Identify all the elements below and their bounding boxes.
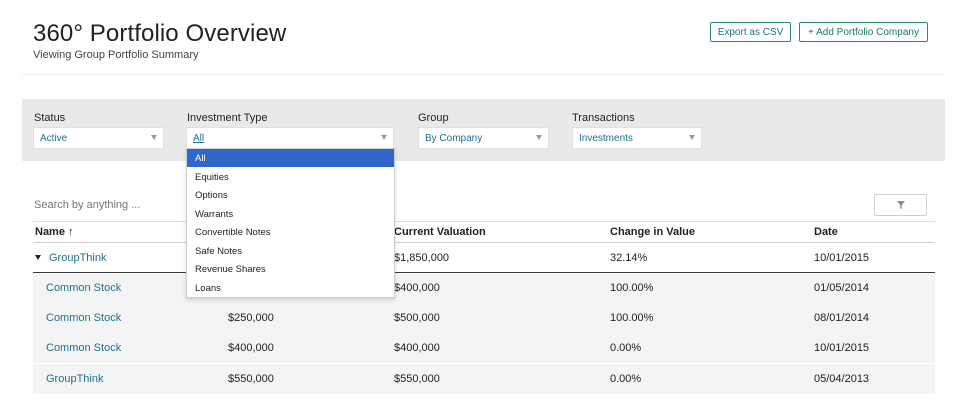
table-row: Common Stock $250,000 $500,000 100.00% 0… bbox=[33, 303, 935, 333]
status-select[interactable]: Active bbox=[33, 127, 164, 149]
page-subtitle: Viewing Group Portfolio Summary bbox=[33, 49, 199, 61]
export-csv-button[interactable]: Export as CSV bbox=[710, 22, 791, 42]
row-name-link[interactable]: Common Stock bbox=[46, 282, 122, 294]
caret-down-icon[interactable] bbox=[35, 255, 41, 260]
status-select-value: Active bbox=[40, 132, 68, 144]
investment-type-select-value: All bbox=[193, 132, 205, 144]
row-cost: $550,000 bbox=[228, 373, 274, 385]
dropdown-option-all[interactable]: All bbox=[187, 149, 394, 167]
dropdown-option-warrants[interactable]: Warrants bbox=[195, 208, 234, 220]
row-cost: $400,000 bbox=[228, 342, 274, 354]
row-name-link[interactable]: Common Stock bbox=[46, 342, 122, 354]
group-select[interactable]: By Company bbox=[418, 127, 549, 149]
row-change-in-value: 0.00% bbox=[610, 373, 642, 385]
chevron-down-icon bbox=[536, 135, 542, 140]
row-date: 08/01/2014 bbox=[814, 312, 870, 324]
table-top-divider bbox=[33, 221, 935, 222]
column-header-current-valuation[interactable]: Current Valuation bbox=[394, 226, 486, 238]
investment-type-filter-label: Investment Type bbox=[187, 112, 268, 124]
group-select-value: By Company bbox=[425, 132, 483, 144]
investment-type-dropdown-menu: All Equities Options Warrants Convertibl… bbox=[186, 148, 395, 298]
group-name-link[interactable]: GroupThink bbox=[49, 252, 107, 264]
row-current-valuation: $400,000 bbox=[394, 282, 440, 294]
chevron-down-icon bbox=[689, 135, 695, 140]
row-date: 10/01/2015 bbox=[814, 342, 870, 354]
status-filter-label: Status bbox=[34, 112, 66, 124]
table-header-divider bbox=[33, 242, 935, 243]
group-change-in-value: 32.14% bbox=[610, 252, 648, 264]
chevron-down-icon bbox=[151, 135, 157, 140]
page-title: 360° Portfolio Overview bbox=[33, 20, 287, 47]
column-header-date[interactable]: Date bbox=[814, 226, 838, 238]
row-date: 01/05/2014 bbox=[814, 282, 870, 294]
transactions-filter-label: Transactions bbox=[572, 112, 635, 124]
funnel-icon bbox=[896, 201, 905, 209]
transactions-select[interactable]: Investments bbox=[572, 127, 702, 149]
investment-type-select[interactable]: All bbox=[186, 127, 394, 149]
header-divider bbox=[22, 74, 944, 75]
row-change-in-value: 100.00% bbox=[610, 282, 654, 294]
add-portfolio-company-button[interactable]: + Add Portfolio Company bbox=[799, 22, 928, 42]
table-row: Common Stock $400,000 $400,000 0.00% 10/… bbox=[33, 333, 935, 363]
row-name-link[interactable]: Common Stock bbox=[46, 312, 122, 324]
dropdown-option-equities[interactable]: Equities bbox=[195, 171, 229, 183]
column-header-name[interactable]: Name ↑ bbox=[35, 226, 74, 238]
group-current-valuation: $1,850,000 bbox=[394, 252, 450, 264]
row-cost: $250,000 bbox=[228, 312, 274, 324]
group-filter-label: Group bbox=[418, 112, 449, 124]
row-date: 05/04/2013 bbox=[814, 373, 870, 385]
filter-bar: Status Active Investment Type All Group … bbox=[22, 99, 945, 161]
transactions-select-value: Investments bbox=[579, 132, 633, 144]
dropdown-option-convertible-notes[interactable]: Convertible Notes bbox=[195, 226, 271, 238]
dropdown-option-safe-notes[interactable]: Safe Notes bbox=[195, 245, 242, 257]
table-row: Common Stock $400,000 100.00% 01/05/2014 bbox=[33, 273, 935, 303]
filter-button[interactable] bbox=[874, 194, 927, 216]
dropdown-option-revenue-shares[interactable]: Revenue Shares bbox=[195, 263, 266, 275]
row-current-valuation: $500,000 bbox=[394, 312, 440, 324]
row-name-link[interactable]: GroupThink bbox=[46, 373, 104, 385]
dropdown-option-options[interactable]: Options bbox=[195, 189, 228, 201]
row-current-valuation: $400,000 bbox=[394, 342, 440, 354]
column-header-change-in-value[interactable]: Change in Value bbox=[610, 226, 695, 238]
row-current-valuation: $550,000 bbox=[394, 373, 440, 385]
row-change-in-value: 0.00% bbox=[610, 342, 642, 354]
group-date: 10/01/2015 bbox=[814, 252, 870, 264]
dropdown-option-loans[interactable]: Loans bbox=[195, 282, 221, 294]
table-group-row: GroupThink $1,850,000 32.14% 10/01/2015 bbox=[33, 243, 935, 273]
row-change-in-value: 100.00% bbox=[610, 312, 654, 324]
chevron-down-icon bbox=[381, 135, 387, 140]
search-input[interactable] bbox=[34, 196, 194, 214]
table-row: GroupThink $550,000 $550,000 0.00% 05/04… bbox=[33, 364, 935, 394]
